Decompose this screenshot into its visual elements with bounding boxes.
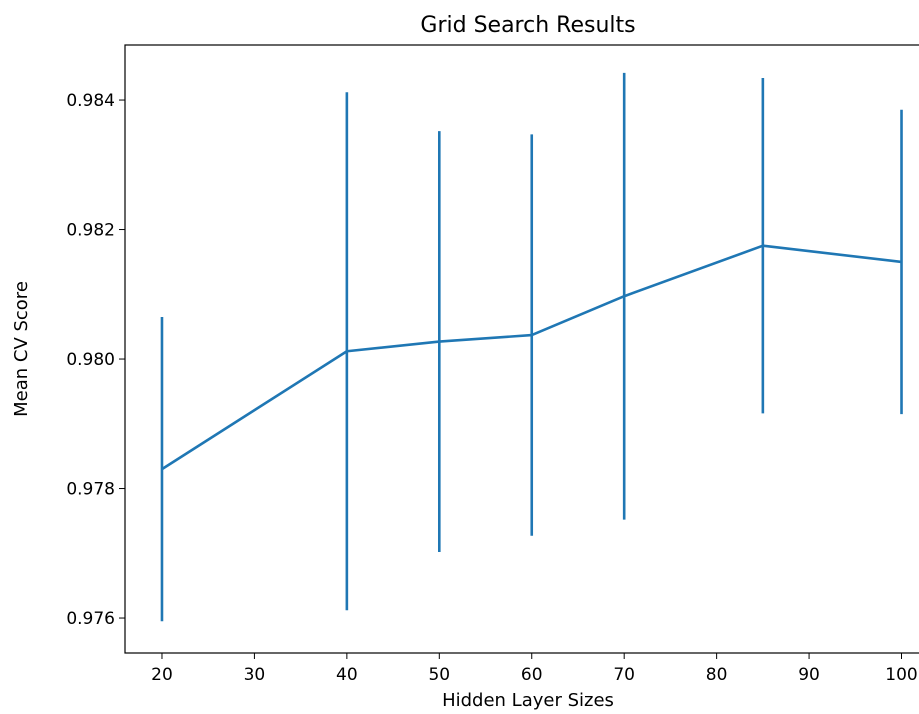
y-tick-label: 0.976 <box>66 609 115 629</box>
x-tick-label: 80 <box>706 665 728 685</box>
x-axis: 20 30 40 50 60 70 80 90 100 <box>151 653 918 685</box>
x-tick-label: 40 <box>336 665 358 685</box>
x-tick-label: 100 <box>885 665 917 685</box>
chart-title: Grid Search Results <box>420 13 635 38</box>
y-axis: 0.976 0.978 0.980 0.982 0.984 <box>66 91 125 629</box>
x-axis-label: Hidden Layer Sizes <box>442 690 614 711</box>
x-tick-label: 60 <box>521 665 543 685</box>
y-tick-label: 0.978 <box>66 480 115 500</box>
plot-frame <box>125 45 919 653</box>
x-tick-label: 50 <box>428 665 450 685</box>
y-tick-label: 0.982 <box>66 221 115 241</box>
x-tick-label: 90 <box>798 665 820 685</box>
y-tick-label: 0.980 <box>66 350 115 370</box>
x-tick-label: 20 <box>151 665 173 685</box>
x-tick-label: 30 <box>244 665 266 685</box>
plot-area <box>162 73 902 621</box>
y-tick-label: 0.984 <box>66 91 115 111</box>
y-axis-label: Mean CV Score <box>11 281 32 417</box>
x-tick-label: 70 <box>613 665 635 685</box>
